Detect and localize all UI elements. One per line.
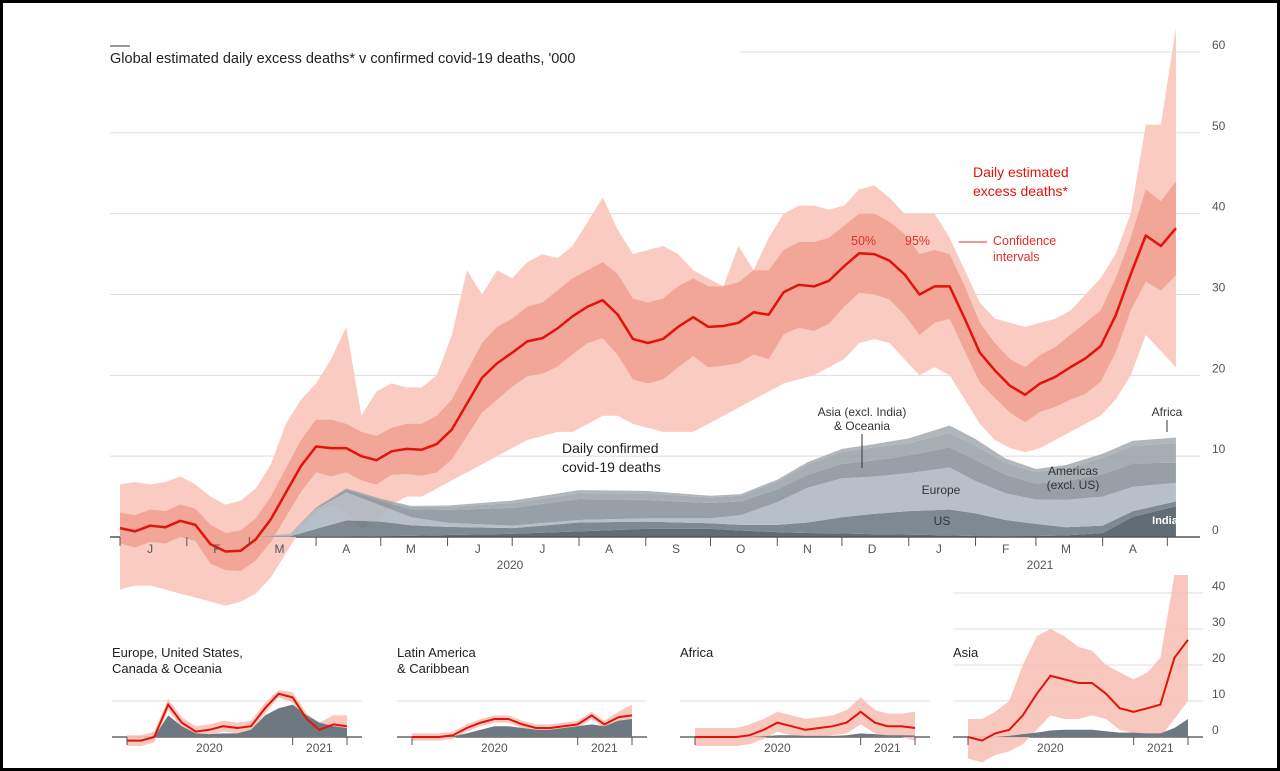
chart-canvas: 0 10 20 30 40 50 60 J F M A M J J A S O N D J F M A 2020 2021 2… xyxy=(3,3,1277,768)
y-tick-label: 10 xyxy=(1212,442,1226,456)
year-label: 2021 xyxy=(1027,558,1054,572)
excess-deaths-line xyxy=(119,227,1177,553)
panel-year-label: 2020 xyxy=(1037,741,1064,755)
y-tick-label: 40 xyxy=(1212,200,1226,214)
panel-title: Asia xyxy=(953,645,979,660)
ci-label-1: Confidence xyxy=(993,234,1056,248)
panel-2: 2020 2021 Latin America& Caribbean xyxy=(397,645,647,755)
month-label: A xyxy=(1129,542,1137,556)
stack-layer-europe xyxy=(120,467,1176,537)
stack-layer-americas-excl-us- xyxy=(120,447,1176,537)
panel-title: Europe, United States, xyxy=(112,645,243,660)
panel-year-label: 2021 xyxy=(874,741,901,755)
americas-label-1: Americas xyxy=(1048,464,1098,478)
x-axis: J F M A M J J A S O N D J F M A 2020 2021 xyxy=(119,537,1168,572)
panel-y-tick-label: 0 xyxy=(1212,723,1219,737)
confirmed-label-2: covid-19 deaths xyxy=(562,459,661,475)
panel-title: Africa xyxy=(680,645,714,660)
month-label: D xyxy=(868,542,877,556)
ci-50-label: 50% xyxy=(851,234,876,248)
panel-year-label: 2020 xyxy=(481,741,508,755)
panel-year-label: 2020 xyxy=(196,741,223,755)
month-label: J xyxy=(475,542,481,556)
panel-confirmed-area xyxy=(968,719,1188,737)
y-tick-label: 0 xyxy=(1212,523,1219,537)
month-label: F xyxy=(213,542,220,556)
asia-label-1: Asia (excl. India) xyxy=(818,405,907,419)
month-label: J xyxy=(936,542,942,556)
panel-excess-line xyxy=(695,710,916,738)
panel-y-tick-label: 10 xyxy=(1212,687,1226,701)
month-label: M xyxy=(1061,542,1071,556)
month-label: O xyxy=(736,542,745,556)
panel-confirmed-area xyxy=(695,733,915,737)
month-label: A xyxy=(342,542,350,556)
month-label: N xyxy=(803,542,812,556)
month-label: J xyxy=(539,542,545,556)
month-label: S xyxy=(672,542,680,556)
europe-label: Europe xyxy=(922,483,961,497)
month-label: A xyxy=(605,542,613,556)
panel-year-label: 2021 xyxy=(1147,741,1174,755)
panel-band xyxy=(412,704,632,741)
excess-label-1: Daily estimated xyxy=(973,164,1069,180)
panel-title: Latin America xyxy=(397,645,477,660)
asia-label-2: & Oceania xyxy=(834,419,890,433)
chart-title: Global estimated daily excess deaths* v … xyxy=(110,51,575,67)
panel-3: 2020 2021 Africa xyxy=(680,645,930,755)
panel-excess-line xyxy=(127,692,348,742)
small-multiples: 2020 2021 Europe, United States,Canada & O… xyxy=(112,575,1226,763)
americas-label-2: (excl. US) xyxy=(1047,478,1100,492)
panel-1: 2020 2021 Europe, United States,Canada & O… xyxy=(112,645,362,755)
excess-label-2: excess deaths* xyxy=(973,183,1068,199)
month-label: M xyxy=(406,542,416,556)
panel-y-tick-label: 20 xyxy=(1212,651,1226,665)
y-tick-label: 60 xyxy=(1212,38,1226,52)
y-tick-label: 20 xyxy=(1212,361,1226,375)
panel-excess-line xyxy=(967,639,1189,742)
panel-year-label: 2020 xyxy=(764,741,791,755)
confidence-bands xyxy=(120,27,1176,606)
confirmed-deaths-stack xyxy=(120,425,1176,537)
month-label: F xyxy=(1002,542,1009,556)
band-50 xyxy=(120,181,1176,571)
panel-confirmed-area xyxy=(412,719,632,737)
panel-y-tick-label: 40 xyxy=(1212,579,1226,593)
stack-layer-india xyxy=(120,506,1176,537)
y-tick-label: 30 xyxy=(1212,281,1226,295)
confirmed-label-1: Daily confirmed xyxy=(562,440,658,456)
excess-deaths-chart: 0 10 20 30 40 50 60 J F M A M J J A S O N D J F M A 2020 2021 2… xyxy=(110,27,1226,763)
month-label: J xyxy=(147,542,153,556)
africa-label: Africa xyxy=(1152,405,1183,419)
panel-year-label: 2021 xyxy=(591,741,618,755)
panel-title: Canada & Oceania xyxy=(112,661,223,676)
panel-confirmed-area xyxy=(127,704,347,737)
india-label: India xyxy=(1152,515,1179,527)
stack-layer-us xyxy=(120,501,1176,537)
excess-line xyxy=(119,227,1177,553)
us-label: US xyxy=(934,514,951,528)
panel-y-tick-label: 30 xyxy=(1212,615,1226,629)
y-tick-label: 50 xyxy=(1212,119,1226,133)
panel-4: 2020 2021 Asia xyxy=(953,575,1203,763)
month-label: M xyxy=(274,542,284,556)
ci-label-2: intervals xyxy=(993,250,1040,264)
panel-year-label: 2021 xyxy=(306,741,333,755)
panel-title: & Caribbean xyxy=(397,661,469,676)
panel-excess-line xyxy=(412,714,633,738)
ci-95-label: 95% xyxy=(905,234,930,248)
panel-band xyxy=(695,697,915,746)
year-label: 2020 xyxy=(497,558,524,572)
